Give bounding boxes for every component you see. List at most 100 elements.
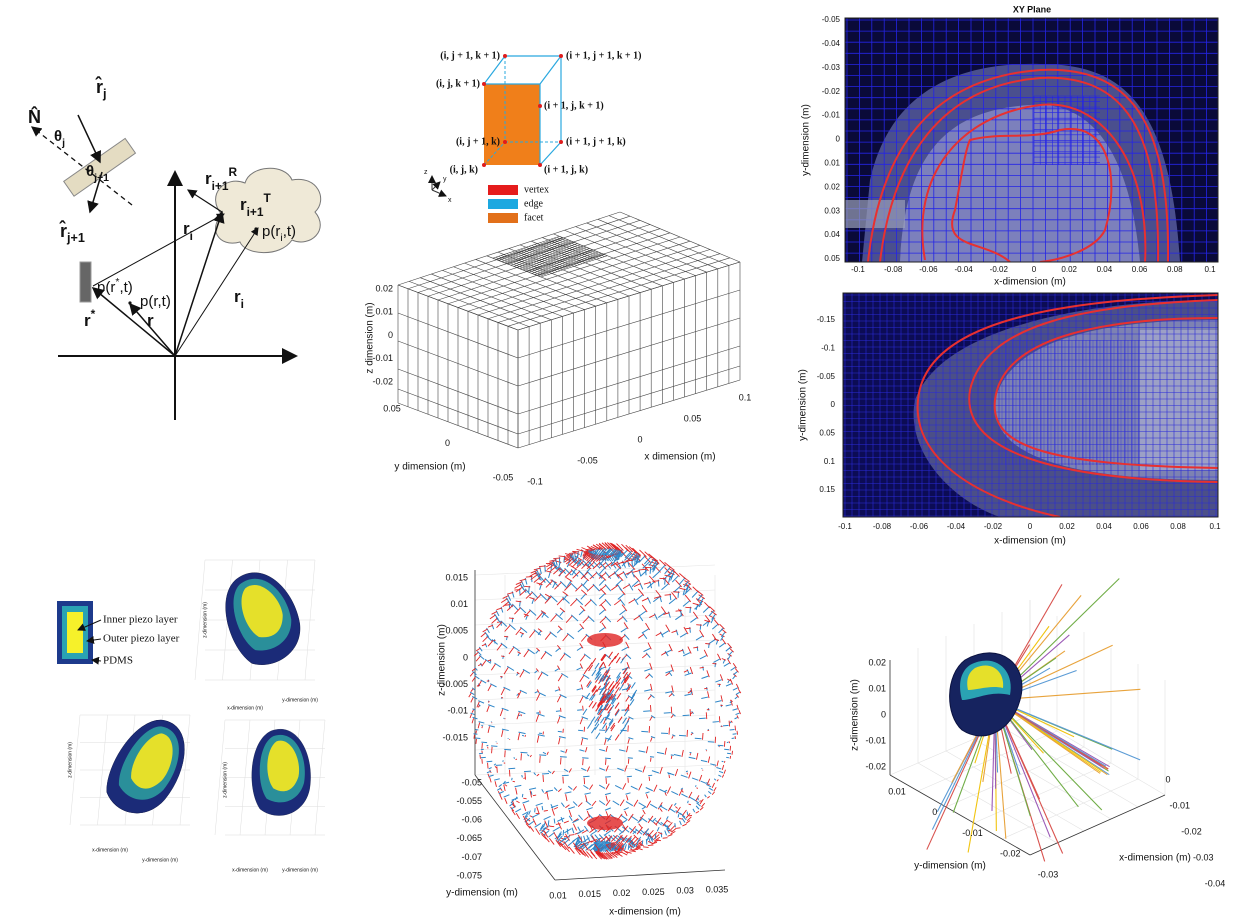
line: [682, 649, 684, 654]
line: [736, 692, 740, 694]
line: [690, 752, 692, 753]
line: [729, 721, 730, 727]
tick-label: 0: [463, 652, 468, 662]
line: [589, 785, 592, 790]
line: [558, 789, 561, 792]
line: [476, 731, 477, 734]
tick-label: 0.06: [1132, 265, 1148, 274]
line: [473, 734, 477, 735]
line: [674, 586, 681, 592]
line: [483, 629, 488, 632]
label: y: [443, 176, 447, 183]
math-label: p(r*,t): [97, 276, 133, 296]
tick-label: -0.01: [1169, 800, 1190, 810]
line: [646, 794, 647, 798]
page: Figure panels body { margin: 0; backgrou…: [0, 0, 1234, 924]
line: [487, 706, 489, 712]
line: [669, 672, 672, 676]
line: [530, 755, 531, 757]
line: [539, 755, 546, 756]
line: [620, 728, 624, 734]
line: [584, 668, 588, 674]
line: [716, 767, 721, 768]
line: [579, 610, 584, 615]
line: [600, 662, 604, 668]
line: [573, 786, 576, 790]
tick-label: 0: [388, 330, 393, 340]
line: [689, 804, 691, 805]
line: [599, 647, 605, 650]
tick-label: 0.01: [824, 159, 840, 168]
tick-label: -0.03: [1193, 852, 1214, 862]
line: [498, 254, 720, 323]
line: [604, 718, 606, 724]
line: [547, 752, 548, 755]
line: [623, 585, 630, 589]
line: [587, 723, 591, 729]
line: [692, 778, 698, 780]
line: [553, 558, 560, 559]
line: [646, 623, 650, 630]
line: [521, 714, 522, 716]
line: [481, 633, 486, 637]
line: [617, 572, 624, 576]
line: [458, 237, 680, 308]
line: [599, 785, 605, 788]
line: [683, 601, 690, 607]
line: [538, 629, 542, 632]
label-part: i: [241, 297, 244, 311]
line: [680, 821, 682, 825]
label: z-dimension (m): [202, 602, 208, 638]
line: [92, 660, 101, 661]
tick-label: -0.055: [456, 796, 482, 806]
tick-label: 0: [831, 400, 836, 409]
math-label: p(r,t): [140, 293, 171, 310]
tick-label: -0.08: [884, 265, 903, 274]
inner-piezo: [67, 612, 83, 653]
tick-label: 0.01: [375, 307, 393, 317]
line: [669, 694, 672, 697]
line: [520, 627, 527, 633]
line: [494, 779, 500, 780]
line: [619, 750, 625, 751]
line: [569, 847, 575, 854]
line: [497, 644, 502, 650]
tick-label: -0.075: [456, 870, 482, 880]
line: [696, 788, 697, 789]
line: [696, 625, 702, 626]
line: [587, 767, 589, 772]
line: [516, 759, 517, 760]
line: [469, 693, 471, 697]
line: [542, 806, 543, 810]
label: x-dimension (m): [232, 867, 268, 873]
line: [491, 746, 497, 747]
line: [621, 657, 625, 663]
line: [602, 623, 606, 629]
line: [616, 580, 622, 586]
line: [579, 815, 583, 820]
vertex: [482, 163, 486, 167]
line: [719, 746, 720, 747]
panel-g: 0.020.010-0.01-0.020.010-0.01-0.02-0.030…: [850, 578, 1226, 888]
line: [712, 792, 714, 795]
line: [500, 676, 502, 677]
line: [530, 826, 534, 832]
label: z dimension (m): [365, 302, 376, 373]
line: [540, 711, 541, 714]
panel-d: -0.15-0.1-0.0500.050.10.15-0.1-0.08-0.06…: [798, 293, 1221, 547]
line: [516, 813, 519, 819]
line: [494, 663, 500, 667]
line: [514, 608, 520, 614]
line: [522, 775, 523, 777]
line: [685, 607, 691, 608]
tick-label: -0.02: [822, 87, 841, 96]
shape: [213, 562, 310, 673]
line: [681, 794, 687, 797]
line: [528, 649, 535, 654]
line: [643, 847, 649, 848]
line: [628, 759, 629, 764]
line: [566, 577, 572, 581]
label-part: R: [229, 165, 238, 179]
line: [478, 245, 700, 315]
line: [577, 668, 582, 670]
